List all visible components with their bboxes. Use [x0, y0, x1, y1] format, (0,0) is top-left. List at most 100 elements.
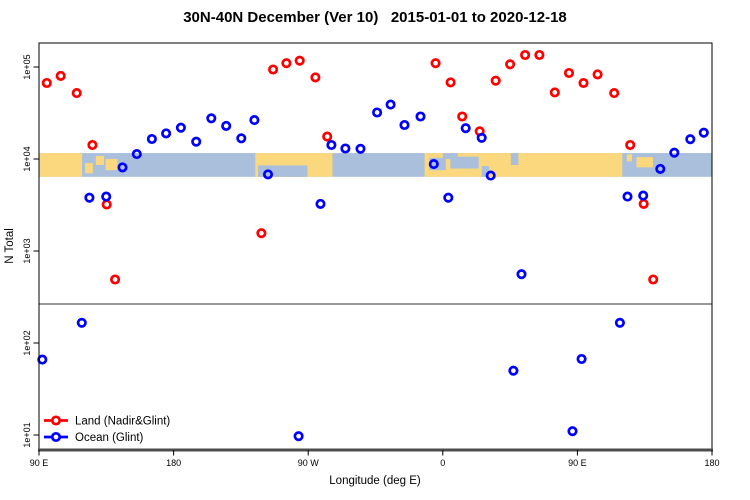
- data-point-land: [310, 72, 321, 83]
- data-point-land: [268, 64, 279, 75]
- x-tick-label: 180: [704, 458, 719, 468]
- map-ocean-patch: [258, 165, 308, 177]
- data-point-land: [520, 49, 531, 61]
- data-point-ocean: [485, 170, 496, 181]
- world-map-band: [39, 153, 712, 177]
- data-point-land: [110, 274, 121, 285]
- y-tick-label: 1e+02: [22, 330, 32, 355]
- data-point-land: [256, 228, 267, 239]
- data-point-land: [71, 88, 82, 99]
- map-ocean-patch: [450, 156, 479, 169]
- data-point-land: [281, 58, 292, 69]
- data-point-land: [625, 139, 636, 151]
- data-point-ocean: [340, 143, 351, 154]
- y-tick-label: 1e+05: [22, 54, 32, 79]
- data-point-ocean: [655, 163, 666, 174]
- map-land-segment: [105, 159, 118, 171]
- data-point-land: [505, 59, 516, 70]
- data-point-ocean: [508, 365, 519, 376]
- data-point-ocean: [117, 162, 128, 173]
- data-point-ocean: [293, 431, 304, 442]
- map-land-segment: [39, 153, 83, 177]
- data-point-land: [549, 87, 560, 98]
- data-point-ocean: [37, 354, 48, 365]
- data-point-land: [101, 199, 112, 210]
- legend: Land (Nadir&Glint) Ocean (Glint): [44, 415, 170, 444]
- data-point-ocean: [236, 133, 247, 144]
- data-point-land: [41, 77, 52, 89]
- data-point-ocean: [614, 317, 625, 328]
- data-point-ocean: [76, 317, 87, 328]
- data-point-ocean: [669, 147, 680, 158]
- data-point-land: [55, 70, 66, 81]
- legend-label-land: Land (Nadir&Glint): [75, 416, 170, 428]
- data-point-ocean: [516, 269, 527, 280]
- data-point-ocean: [146, 133, 157, 145]
- data-point-land: [592, 69, 603, 80]
- data-point-land: [87, 139, 98, 151]
- data-point-ocean: [385, 99, 396, 110]
- data-point-land: [457, 111, 468, 122]
- data-point-ocean: [372, 107, 383, 118]
- data-point-ocean: [175, 122, 186, 133]
- data-point-ocean: [443, 192, 454, 203]
- data-point-ocean: [698, 127, 709, 138]
- x-tick-label: 0: [440, 458, 445, 468]
- data-point-land: [648, 274, 659, 285]
- map-land-segment: [636, 157, 653, 168]
- data-point-ocean: [399, 119, 410, 131]
- data-point-land: [445, 77, 456, 88]
- data-point-ocean: [576, 353, 587, 365]
- data-point-ocean: [685, 134, 696, 145]
- data-point-ocean: [326, 139, 337, 151]
- data-point-ocean: [101, 191, 112, 202]
- data-point-land: [490, 75, 501, 86]
- data-point-land: [609, 88, 620, 99]
- data-point-ocean: [206, 113, 217, 124]
- y-tick-label: 1e+03: [22, 238, 32, 263]
- legend-marker-ocean: [50, 431, 62, 443]
- data-point-land: [322, 131, 333, 142]
- data-point-land: [578, 77, 589, 89]
- x-tick-label: 90 E: [30, 458, 49, 468]
- data-point-ocean: [131, 149, 142, 160]
- data-point-land: [294, 55, 305, 66]
- data-point-ocean: [249, 115, 260, 126]
- data-point-ocean: [355, 143, 366, 154]
- x-tick-label: 180: [166, 458, 181, 468]
- map-ocean-patch: [442, 153, 458, 160]
- data-point-ocean: [262, 169, 274, 180]
- x-tick-label: 90 W: [298, 458, 320, 468]
- data-point-ocean: [622, 191, 633, 202]
- data-point-ocean: [476, 132, 487, 143]
- data-point-ocean: [415, 111, 426, 122]
- data-point-ocean: [221, 120, 232, 131]
- map-land-segment: [85, 163, 93, 174]
- data-point-ocean: [161, 128, 172, 139]
- legend-label-ocean: Ocean (Glint): [75, 432, 144, 444]
- map-land-segment: [95, 155, 105, 165]
- x-axis-title: Longitude (deg E): [329, 475, 421, 487]
- legend-marker-land: [50, 415, 62, 426]
- data-point-ocean: [567, 426, 578, 437]
- data-point-ocean: [84, 192, 95, 203]
- data-point-land: [430, 58, 441, 69]
- data-point-land: [563, 67, 575, 79]
- map-land-segment: [626, 154, 632, 162]
- map-ocean-patch: [481, 166, 490, 177]
- y-axis-title: N Total: [4, 228, 16, 264]
- data-point-ocean: [191, 136, 202, 147]
- chart-title: 30N-40N December (Ver 10) 2015-01-01 to …: [183, 9, 567, 26]
- data-point-land: [638, 198, 649, 209]
- data-points: [37, 49, 709, 442]
- map-ocean-patch: [510, 153, 519, 165]
- data-point-ocean: [638, 190, 649, 201]
- y-tick-label: 1e+01: [22, 422, 32, 447]
- plot-border: [38, 42, 713, 451]
- x-tick-label: 90 E: [568, 458, 587, 468]
- data-point-land: [534, 49, 545, 61]
- axes: 90 E 180 90 W 0 90 E 180 1e+05 1e+04 1e+03 1e+02 1…: [22, 42, 720, 468]
- data-point-ocean: [315, 198, 326, 209]
